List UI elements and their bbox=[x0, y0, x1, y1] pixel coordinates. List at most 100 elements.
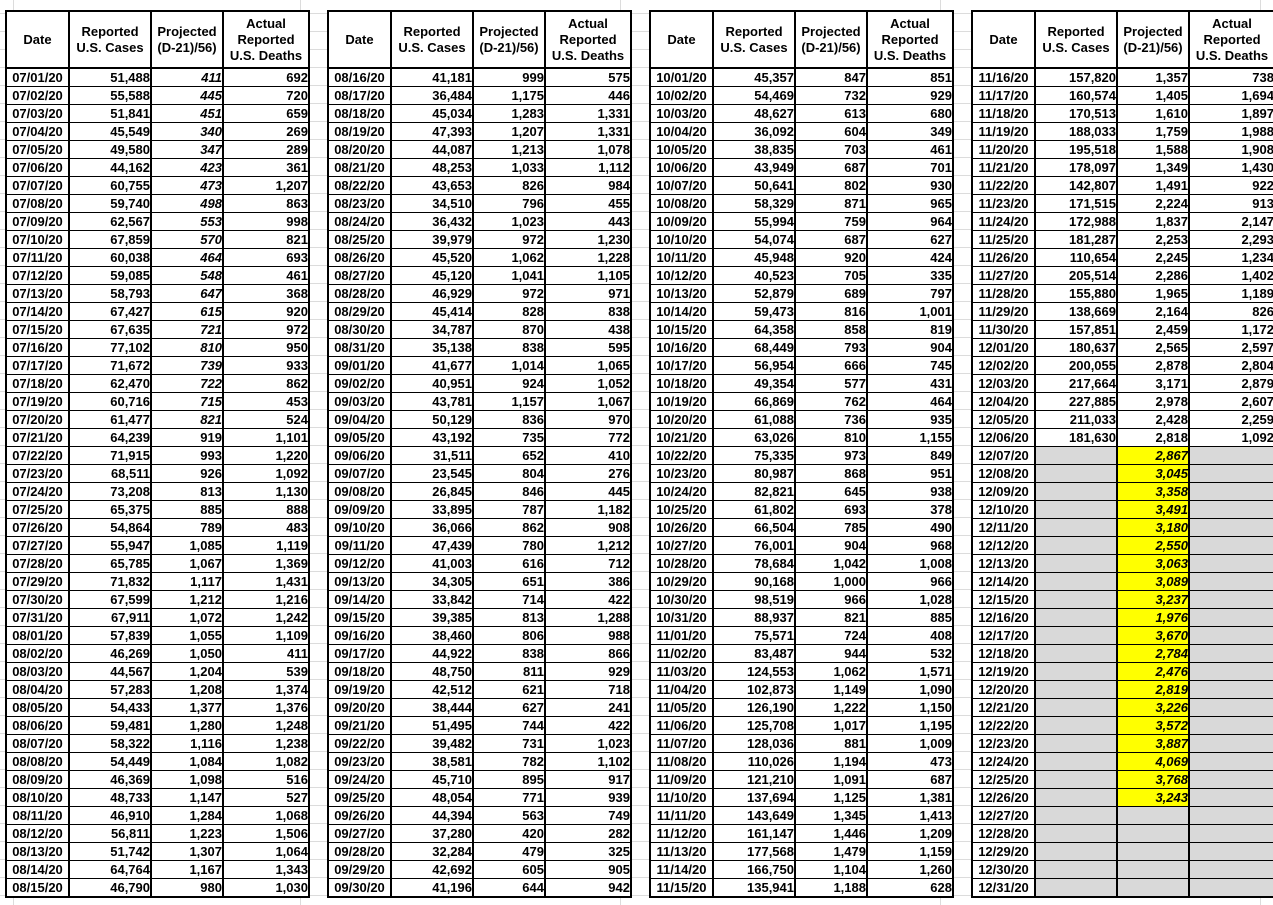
cases-cell[interactable]: 90,168 bbox=[712, 572, 796, 591]
projected-cell[interactable]: 838 bbox=[472, 644, 546, 663]
projected-cell[interactable]: 2,565 bbox=[1116, 338, 1190, 357]
deaths-cell[interactable]: 720 bbox=[222, 86, 310, 105]
deaths-cell[interactable]: 575 bbox=[544, 67, 632, 87]
date-cell[interactable]: 11/05/20 bbox=[649, 698, 714, 717]
cases-cell[interactable]: 59,481 bbox=[68, 716, 152, 735]
date-cell[interactable]: 08/23/20 bbox=[327, 194, 392, 213]
projected-cell[interactable]: 621 bbox=[472, 680, 546, 699]
projected-cell[interactable]: 810 bbox=[150, 338, 224, 357]
deaths-cell[interactable]: 942 bbox=[544, 878, 632, 898]
cases-cell[interactable]: 181,630 bbox=[1034, 428, 1118, 447]
date-cell[interactable]: 12/22/20 bbox=[971, 716, 1036, 735]
date-cell[interactable]: 11/23/20 bbox=[971, 194, 1036, 213]
col-header-actual-deaths[interactable]: Actual Reported U.S. Deaths bbox=[222, 10, 310, 69]
date-cell[interactable]: 07/26/20 bbox=[5, 518, 70, 537]
date-cell[interactable]: 08/11/20 bbox=[5, 806, 70, 825]
date-cell[interactable]: 10/22/20 bbox=[649, 446, 714, 465]
cases-cell[interactable]: 71,832 bbox=[68, 572, 152, 591]
date-cell[interactable]: 08/09/20 bbox=[5, 770, 70, 789]
date-cell[interactable]: 12/24/20 bbox=[971, 752, 1036, 771]
projected-cell[interactable]: 721 bbox=[150, 320, 224, 339]
projected-cell[interactable]: 806 bbox=[472, 626, 546, 645]
deaths-cell[interactable]: 1,119 bbox=[222, 536, 310, 555]
cases-cell[interactable]: 58,329 bbox=[712, 194, 796, 213]
cases-cell[interactable] bbox=[1034, 554, 1118, 573]
date-cell[interactable]: 10/04/20 bbox=[649, 122, 714, 141]
projected-cell[interactable]: 687 bbox=[794, 158, 868, 177]
cases-cell[interactable]: 161,147 bbox=[712, 824, 796, 843]
cases-cell[interactable]: 49,580 bbox=[68, 140, 152, 159]
cases-cell[interactable]: 59,740 bbox=[68, 194, 152, 213]
cases-cell[interactable]: 61,802 bbox=[712, 500, 796, 519]
cases-cell[interactable]: 55,588 bbox=[68, 86, 152, 105]
projected-cell[interactable]: 1,167 bbox=[150, 860, 224, 879]
deaths-cell[interactable]: 516 bbox=[222, 770, 310, 789]
projected-cell[interactable]: 881 bbox=[794, 734, 868, 753]
date-cell[interactable]: 11/15/20 bbox=[649, 878, 714, 898]
deaths-cell[interactable]: 2,147 bbox=[1188, 212, 1273, 231]
deaths-cell[interactable]: 410 bbox=[544, 446, 632, 465]
cases-cell[interactable]: 37,280 bbox=[390, 824, 474, 843]
projected-cell[interactable] bbox=[1116, 860, 1190, 879]
deaths-cell[interactable]: 1,159 bbox=[866, 842, 954, 861]
deaths-cell[interactable]: 1,009 bbox=[866, 734, 954, 753]
date-cell[interactable]: 08/05/20 bbox=[5, 698, 70, 717]
date-cell[interactable]: 12/05/20 bbox=[971, 410, 1036, 429]
cases-cell[interactable]: 157,851 bbox=[1034, 320, 1118, 339]
cases-cell[interactable]: 83,487 bbox=[712, 644, 796, 663]
cases-cell[interactable] bbox=[1034, 680, 1118, 699]
date-cell[interactable]: 08/22/20 bbox=[327, 176, 392, 195]
projected-cell[interactable]: 2,867 bbox=[1116, 446, 1190, 465]
date-cell[interactable]: 12/28/20 bbox=[971, 824, 1036, 843]
projected-cell[interactable]: 3,180 bbox=[1116, 518, 1190, 537]
projected-cell[interactable]: 3,063 bbox=[1116, 554, 1190, 573]
cases-cell[interactable] bbox=[1034, 446, 1118, 465]
date-cell[interactable]: 09/25/20 bbox=[327, 788, 392, 807]
date-cell[interactable]: 10/01/20 bbox=[649, 67, 714, 87]
projected-cell[interactable]: 813 bbox=[150, 482, 224, 501]
projected-cell[interactable]: 868 bbox=[794, 464, 868, 483]
date-cell[interactable]: 08/20/20 bbox=[327, 140, 392, 159]
cases-cell[interactable]: 67,859 bbox=[68, 230, 152, 249]
projected-cell[interactable]: 693 bbox=[794, 500, 868, 519]
projected-cell[interactable]: 846 bbox=[472, 482, 546, 501]
deaths-cell[interactable]: 984 bbox=[544, 176, 632, 195]
date-cell[interactable]: 12/16/20 bbox=[971, 608, 1036, 627]
cases-cell[interactable]: 178,097 bbox=[1034, 158, 1118, 177]
deaths-cell[interactable]: 1,001 bbox=[866, 302, 954, 321]
cases-cell[interactable]: 59,473 bbox=[712, 302, 796, 321]
projected-cell[interactable]: 1,055 bbox=[150, 626, 224, 645]
cases-cell[interactable]: 42,692 bbox=[390, 860, 474, 879]
projected-cell[interactable]: 744 bbox=[472, 716, 546, 735]
cases-cell[interactable]: 48,750 bbox=[390, 662, 474, 681]
date-cell[interactable]: 12/26/20 bbox=[971, 788, 1036, 807]
date-cell[interactable]: 11/08/20 bbox=[649, 752, 714, 771]
deaths-cell[interactable]: 1,150 bbox=[866, 698, 954, 717]
cases-cell[interactable]: 59,085 bbox=[68, 266, 152, 285]
projected-cell[interactable]: 645 bbox=[794, 482, 868, 501]
cases-cell[interactable]: 39,385 bbox=[390, 608, 474, 627]
deaths-cell[interactable] bbox=[1188, 770, 1273, 789]
projected-cell[interactable]: 1,207 bbox=[472, 122, 546, 141]
cases-cell[interactable]: 40,951 bbox=[390, 374, 474, 393]
projected-cell[interactable]: 920 bbox=[794, 248, 868, 267]
deaths-cell[interactable]: 888 bbox=[222, 500, 310, 519]
cases-cell[interactable]: 188,033 bbox=[1034, 122, 1118, 141]
cases-cell[interactable]: 171,515 bbox=[1034, 194, 1118, 213]
projected-cell[interactable]: 847 bbox=[794, 67, 868, 87]
projected-cell[interactable]: 821 bbox=[794, 608, 868, 627]
projected-cell[interactable]: 605 bbox=[472, 860, 546, 879]
cases-cell[interactable]: 46,369 bbox=[68, 770, 152, 789]
date-cell[interactable]: 12/23/20 bbox=[971, 734, 1036, 753]
deaths-cell[interactable]: 950 bbox=[222, 338, 310, 357]
projected-cell[interactable]: 411 bbox=[150, 67, 224, 87]
projected-cell[interactable]: 604 bbox=[794, 122, 868, 141]
projected-cell[interactable]: 644 bbox=[472, 878, 546, 898]
projected-cell[interactable]: 1,017 bbox=[794, 716, 868, 735]
cases-cell[interactable]: 170,513 bbox=[1034, 104, 1118, 123]
cases-cell[interactable]: 63,026 bbox=[712, 428, 796, 447]
date-cell[interactable]: 07/01/20 bbox=[5, 67, 70, 87]
cases-cell[interactable]: 166,750 bbox=[712, 860, 796, 879]
date-cell[interactable]: 08/21/20 bbox=[327, 158, 392, 177]
deaths-cell[interactable]: 464 bbox=[866, 392, 954, 411]
